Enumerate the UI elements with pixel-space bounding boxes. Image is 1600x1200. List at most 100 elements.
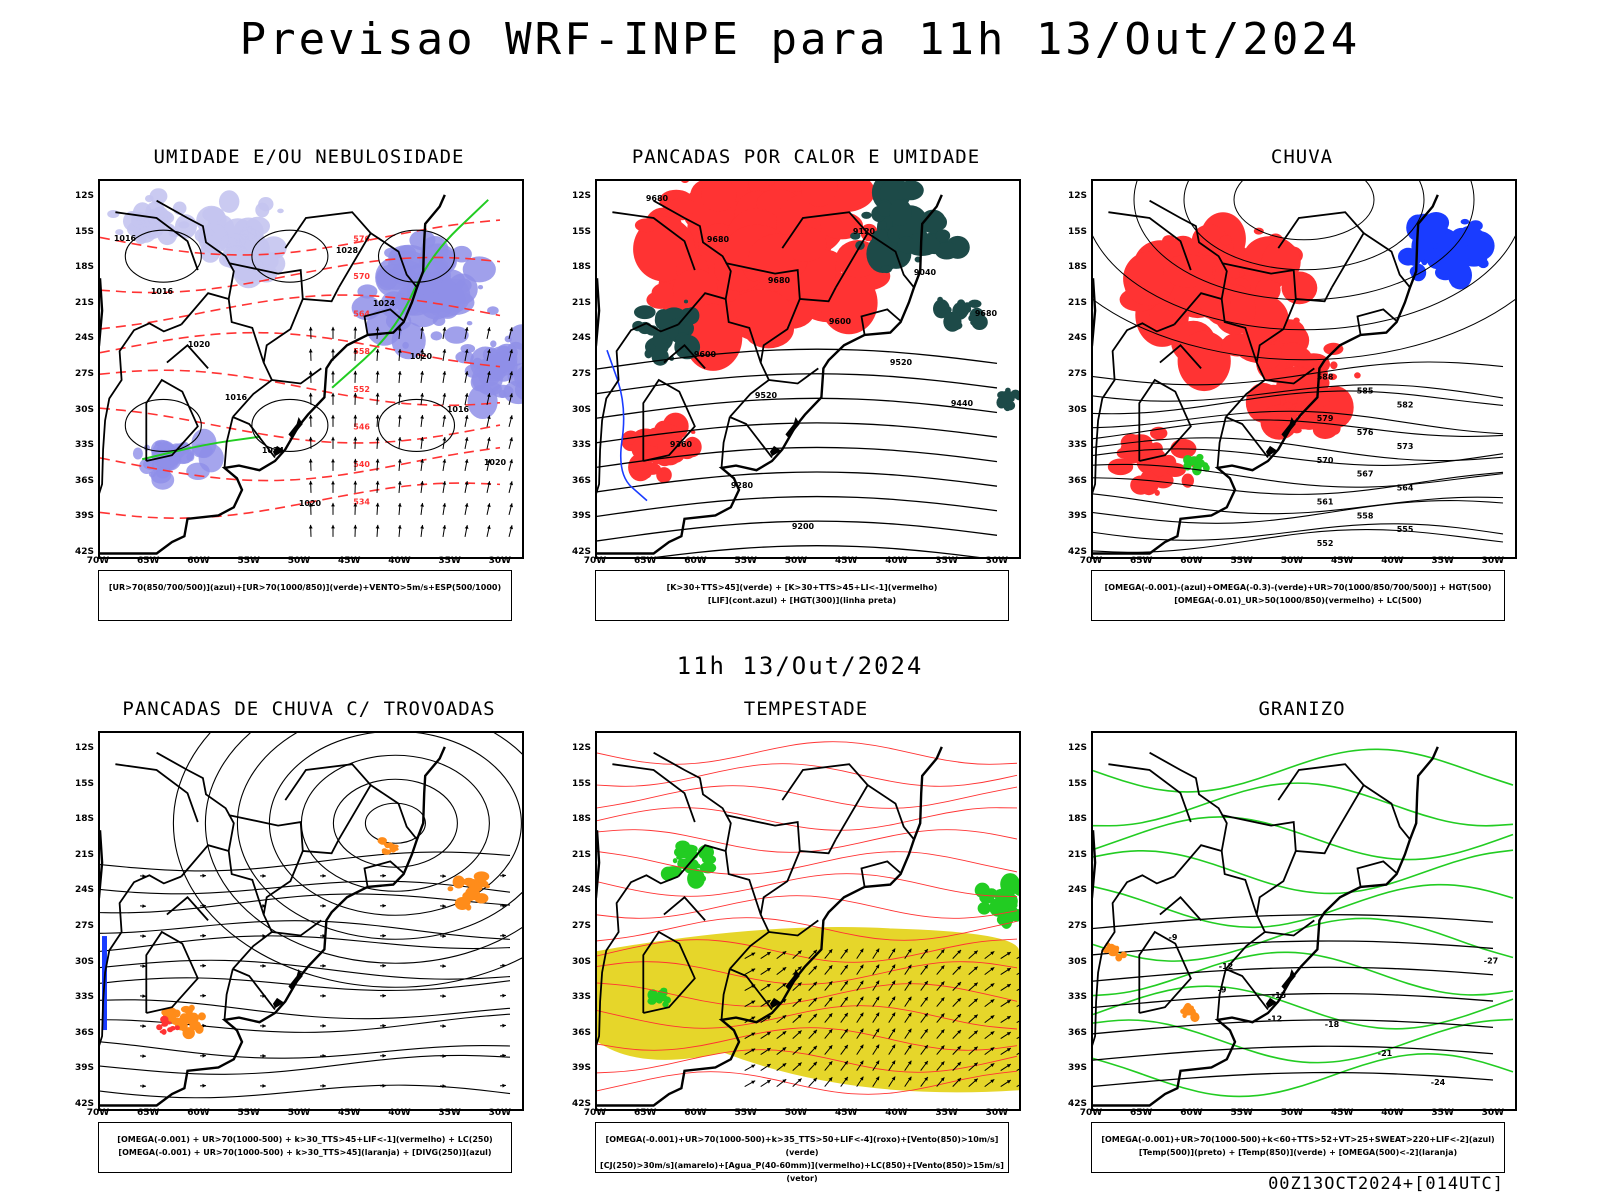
lat-tick-label: 21S: [1067, 297, 1087, 308]
political-border: [232, 416, 276, 459]
omega-red-cell: [1293, 416, 1315, 430]
humidity-upper-cell: [258, 197, 274, 212]
streamline-arrow: [379, 993, 387, 998]
wind-vector-850: [952, 1061, 962, 1071]
political-border: [228, 814, 304, 852]
wind-vector-850: [760, 1047, 771, 1056]
political-border: [1264, 367, 1315, 385]
pressure-label: 1016: [447, 405, 470, 414]
political-border: [725, 262, 801, 300]
wind-vector: [375, 502, 380, 515]
instability-green-cell: [934, 242, 959, 260]
wind-vector: [464, 481, 469, 493]
wind-vector-850: [1000, 951, 1012, 960]
hgt500-contour: [1233, 181, 1375, 241]
storm-orange-cell: [392, 847, 399, 851]
instability-green-cell: [880, 265, 892, 274]
panel-title-p1: UMIDADE E/OU NEBULOSIDADE: [153, 146, 465, 168]
lon-tick-label: 50W: [287, 1108, 311, 1118]
omega-red-cell: [1154, 489, 1160, 496]
lon-tick-label: 35W: [438, 556, 461, 566]
political-border: [1264, 919, 1315, 937]
lon-tick-label: 55W: [1230, 1108, 1253, 1118]
lon-tick-label: 55W: [734, 556, 757, 566]
wind-vector-850: [968, 1014, 979, 1023]
wind-vector-850: [904, 996, 912, 1007]
wind-vector-850: [888, 996, 896, 1007]
lat-tick-label: 33S: [1067, 440, 1087, 451]
wind-vector-850: [904, 1044, 912, 1055]
wind-vector-850: [872, 1012, 880, 1023]
wind-vector: [353, 502, 358, 515]
wind-vector-850: [888, 1076, 896, 1087]
contour-label: 567: [1357, 470, 1374, 479]
instability-green-cell: [658, 331, 664, 336]
omega500-orange-cell: [1112, 947, 1118, 953]
wind-vector: [375, 458, 380, 471]
streamline-lc850: [597, 895, 1018, 919]
wind-vector: [353, 370, 358, 383]
pressure-label: 1020: [484, 458, 507, 467]
wind-vector-850: [1016, 1084, 1019, 1088]
lon-tick-label: 30W: [985, 1108, 1009, 1118]
political-border: [725, 814, 801, 852]
omega-red-cell: [1327, 373, 1338, 381]
wind-vector-850: [776, 982, 787, 991]
streamline-lc850: [597, 917, 1018, 942]
streamline-arrow: [199, 963, 207, 968]
instability-red-cell: [661, 469, 666, 472]
wind-vector: [508, 371, 513, 384]
temp500-contour: [1093, 1071, 1494, 1088]
temp-label: -27: [1484, 956, 1498, 965]
humidity-upper-cell: [466, 321, 473, 326]
humidity-upper: [455, 324, 522, 419]
wind-vector-850: [840, 948, 849, 959]
wind-vector-850: [1016, 1004, 1019, 1008]
map-p2: 9680 9680 9680 9600 9520 9440 9360 9280 9200 9120…: [595, 179, 1021, 559]
storm-orange-cell: [454, 897, 470, 910]
wind-vector: [308, 436, 313, 449]
streamline-arrow: [320, 1084, 326, 1088]
wind-vector: [353, 414, 358, 427]
thickness-contour: [100, 369, 501, 407]
lon-tick-label: 55W: [1230, 556, 1253, 566]
lat-tick-label: 18S: [1067, 814, 1087, 825]
political-border: [145, 930, 199, 1014]
storm-orange-cell: [180, 1024, 187, 1032]
temp850-contour: [1093, 1053, 1514, 1098]
wind-vector-850: [952, 949, 962, 959]
wind-vector: [508, 525, 513, 538]
hgt300-contour: [597, 348, 998, 370]
instability-green-cell: [879, 220, 887, 230]
omega-red-cell: [1261, 240, 1301, 284]
political-border: [1356, 860, 1398, 888]
lat-tick-label: 27S: [74, 921, 94, 931]
hgt-label: 9280: [731, 481, 754, 490]
lon-tick-label: 35W: [935, 556, 958, 566]
omega-blue-cell: [1423, 212, 1450, 234]
streamline-lc250: [100, 935, 511, 952]
lat-tick-label: 30S: [1067, 956, 1087, 967]
legend-line: [OMEGA(-0.01)_UR>50(1000/850)(vermelho) …: [1174, 596, 1422, 605]
thickness-contour: [100, 219, 501, 256]
instability-red-cell: [681, 181, 689, 183]
omega-red-cell: [1330, 361, 1338, 370]
streamline-lc250: [100, 1013, 511, 1033]
wind-vector-850: [808, 965, 818, 975]
wind-vector-850: [952, 965, 962, 975]
wind-vector: [420, 370, 424, 383]
instability-green-cell: [850, 232, 861, 240]
map-canvas-p4: [100, 733, 522, 1107]
political-border: [781, 211, 869, 288]
streamline-arrow: [499, 933, 507, 938]
storm-orange-cell: [452, 875, 465, 889]
wind850-green-cell: [658, 994, 668, 1002]
wind-vector-850: [856, 1012, 864, 1023]
lat-tick-label: 27S: [571, 369, 591, 379]
wind-vector-850: [904, 948, 912, 959]
thickness-label: 534: [353, 498, 370, 507]
storm-orange-cell: [383, 842, 391, 847]
humidity-upper-cell: [246, 216, 270, 236]
streamline-arrow: [259, 874, 267, 878]
hgt-label: 9600: [694, 350, 717, 359]
